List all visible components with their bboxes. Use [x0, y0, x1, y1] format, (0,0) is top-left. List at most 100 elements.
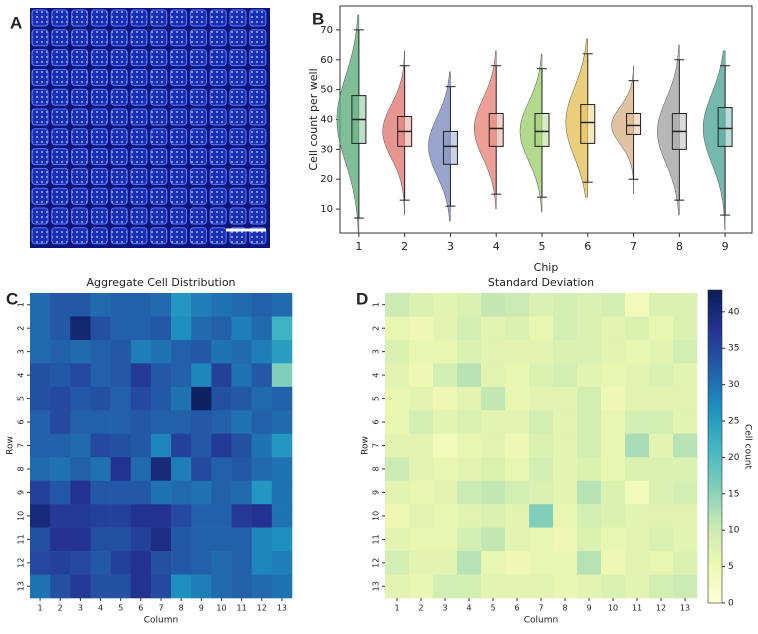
heatmap-cell	[457, 480, 482, 505]
heatmap-cell	[70, 433, 91, 458]
heatmap-cell	[171, 457, 192, 481]
well	[209, 227, 227, 245]
well	[51, 148, 69, 166]
heatmap-cell	[577, 410, 602, 435]
well	[189, 49, 207, 67]
x-tick-label: 6	[138, 604, 143, 613]
colorbar-segment	[708, 540, 722, 545]
heatmap-cell	[433, 363, 458, 388]
well	[150, 148, 168, 166]
heatmap-cell	[50, 504, 71, 528]
well	[71, 128, 89, 146]
x-tick-label: 5	[490, 604, 495, 613]
colorbar-segment	[708, 415, 722, 419]
well	[110, 49, 128, 67]
heatmap-cell	[251, 574, 273, 599]
heatmap-cell	[50, 316, 71, 341]
y-tick-label: 9	[372, 490, 381, 495]
heatmap-cell	[171, 480, 192, 505]
well	[170, 227, 188, 245]
colorbar-segment	[708, 556, 722, 560]
well	[150, 88, 168, 106]
heatmap-cell	[50, 386, 71, 411]
well	[170, 29, 188, 47]
colorbar-segment	[708, 380, 722, 385]
y-tick-label: 5	[17, 396, 26, 401]
heatmap-cell	[481, 363, 506, 388]
heatmap-cell	[90, 410, 111, 435]
heatmap-cell	[110, 433, 132, 458]
x-tick-label: 1	[394, 604, 399, 613]
heatmap-cell	[231, 293, 252, 317]
well	[71, 187, 89, 205]
heatmap-cell	[30, 551, 51, 575]
well	[229, 49, 247, 67]
heatmap-cell	[385, 316, 410, 341]
well	[189, 68, 207, 86]
heatmap-cell	[409, 504, 434, 528]
heatmap-cell	[577, 386, 602, 411]
well	[31, 187, 49, 205]
heatmap-cell	[481, 480, 506, 505]
heatmap-cell	[553, 316, 578, 341]
heatmap-cell	[50, 480, 71, 505]
heatmap-cell	[409, 480, 434, 505]
x-axis-label: Column	[144, 616, 178, 626]
well	[229, 187, 247, 205]
heatmap-cell	[251, 316, 273, 341]
heatmap-cell	[433, 433, 458, 458]
heatmap-cell	[481, 316, 506, 341]
heatmap-cell	[271, 410, 293, 435]
heatmap-cell	[130, 527, 152, 552]
y-tick-label: 6	[372, 419, 381, 424]
heatmap-cell	[110, 527, 132, 552]
heatmap-cell	[90, 527, 111, 552]
colorbar-segment	[708, 449, 722, 454]
heatmap-cell	[231, 316, 252, 341]
heatmap-cell	[673, 480, 698, 505]
heatmap-cell	[409, 363, 434, 388]
colorbar-tick-label: 40	[728, 307, 740, 317]
heatmap-cell	[90, 457, 111, 481]
heatmap-cell	[211, 339, 232, 364]
heatmap-cell	[553, 457, 578, 481]
well	[249, 108, 267, 126]
violin	[702, 50, 726, 231]
x-tick-label: 1	[355, 240, 362, 253]
heatmap-cell	[271, 480, 293, 505]
colorbar-segment	[708, 424, 722, 429]
heatmap-cell	[110, 551, 132, 575]
x-tick-label: 6	[514, 604, 519, 613]
well	[31, 128, 49, 146]
heatmap-cell	[505, 316, 530, 341]
heatmap-cell	[150, 457, 172, 481]
well	[110, 187, 128, 205]
well	[150, 68, 168, 86]
heatmap-cell	[150, 574, 172, 599]
heatmap-cell	[30, 386, 51, 411]
heatmap-cell	[385, 551, 410, 575]
heatmap-cell	[191, 551, 212, 575]
heatmap-cell	[150, 316, 172, 341]
heatmap-cell	[271, 457, 293, 481]
heatmap-cell	[601, 457, 626, 481]
microscopy-image	[30, 8, 270, 248]
heatmap-cell	[433, 293, 458, 317]
well	[51, 9, 69, 27]
heatmap-cell	[110, 410, 132, 435]
y-tick-label: 11	[17, 534, 26, 544]
colorbar-segment	[708, 377, 722, 382]
y-tick-label: 60	[320, 55, 333, 66]
colorbar-segment	[708, 443, 722, 447]
x-tick-label: 11	[237, 604, 247, 613]
heatmap-cell	[457, 551, 482, 575]
heatmap-cell	[50, 293, 71, 317]
heatmap-cell	[130, 574, 152, 599]
heatmap-cell	[409, 551, 434, 575]
heatmap-cell	[211, 504, 232, 528]
heatmap-cell	[433, 316, 458, 341]
well	[51, 167, 69, 185]
well	[130, 108, 148, 126]
heatmap-cell	[457, 293, 482, 317]
heatmap-cell	[30, 316, 51, 341]
